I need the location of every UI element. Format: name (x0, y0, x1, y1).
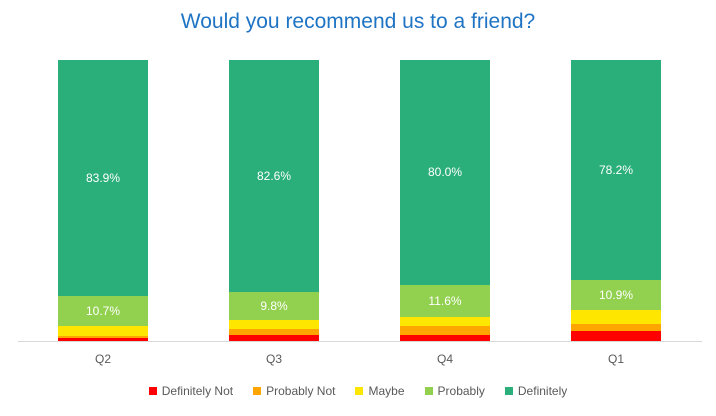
segment-probably: 10.9% (571, 279, 661, 311)
segment-probably-not (400, 326, 490, 336)
legend-item-maybe: Maybe (355, 384, 405, 398)
x-tick-label: Q1 (607, 352, 624, 366)
data-label: 82.6% (256, 169, 292, 184)
legend-label: Maybe (368, 384, 405, 398)
legend-swatch-icon (504, 387, 513, 395)
x-tick-label: Q3 (265, 352, 282, 366)
bar-q2: 10.7% 83.9% (58, 60, 148, 341)
segment-probably-not (58, 335, 148, 338)
legend-label: Probably (437, 384, 485, 398)
data-label: 10.7% (85, 303, 121, 318)
segment-probably: 11.6% (400, 284, 490, 318)
legend-label: Definitely Not (161, 384, 234, 398)
segment-maybe (400, 317, 490, 327)
segment-probably: 9.8% (229, 292, 319, 320)
legend-swatch-icon (148, 387, 157, 395)
segment-maybe (229, 319, 319, 329)
segment-probably: 10.7% (58, 295, 148, 326)
bar-q1: 10.9% 78.2% (571, 60, 661, 341)
legend-swatch-icon (355, 387, 364, 395)
segment-definitely-not (58, 337, 148, 341)
data-label: 11.6% (428, 294, 462, 309)
data-label: 78.2% (598, 162, 634, 177)
segment-maybe (58, 325, 148, 336)
x-tick-label: Q4 (436, 352, 453, 366)
segment-definitely: 82.6% (229, 60, 319, 293)
plot-area: 10.7% 83.9% 9.8% 82.6% 11.6% 80.0% 10.9% 78.2% (18, 60, 702, 341)
segment-probably-not (571, 323, 661, 331)
segment-maybe (571, 310, 661, 324)
x-axis-line (18, 341, 702, 342)
segment-definitely-not (571, 330, 661, 341)
data-label: 80.0% (427, 165, 463, 180)
x-tick-label: Q2 (94, 352, 111, 366)
legend-item-probably-not: Probably Not (253, 384, 335, 398)
legend-label: Probably Not (266, 384, 336, 398)
data-label: 10.9% (598, 288, 634, 303)
chart-title: Would you recommend us to a friend? (180, 10, 536, 33)
legend: Definitely Not Probably Not Maybe Probably D… (0, 384, 716, 398)
legend-swatch-icon (253, 387, 262, 395)
legend-label: Definitely (517, 384, 568, 398)
bar-q4: 11.6% 80.0% (400, 60, 490, 341)
segment-definitely: 83.9% (58, 60, 148, 296)
legend-item-definitely-not: Definitely Not (148, 384, 234, 398)
segment-definitely: 78.2% (571, 60, 661, 280)
legend-item-definitely: Definitely (504, 384, 568, 398)
data-label: 9.8% (260, 298, 288, 313)
segment-definitely-not (400, 335, 490, 341)
legend-swatch-icon (424, 387, 433, 395)
data-label: 83.9% (85, 170, 121, 185)
segment-definitely: 80.0% (400, 60, 490, 285)
segment-definitely-not (229, 334, 319, 341)
bar-q3: 9.8% 82.6% (229, 60, 319, 341)
segment-probably-not (229, 328, 319, 335)
legend-item-probably: Probably (424, 384, 485, 398)
